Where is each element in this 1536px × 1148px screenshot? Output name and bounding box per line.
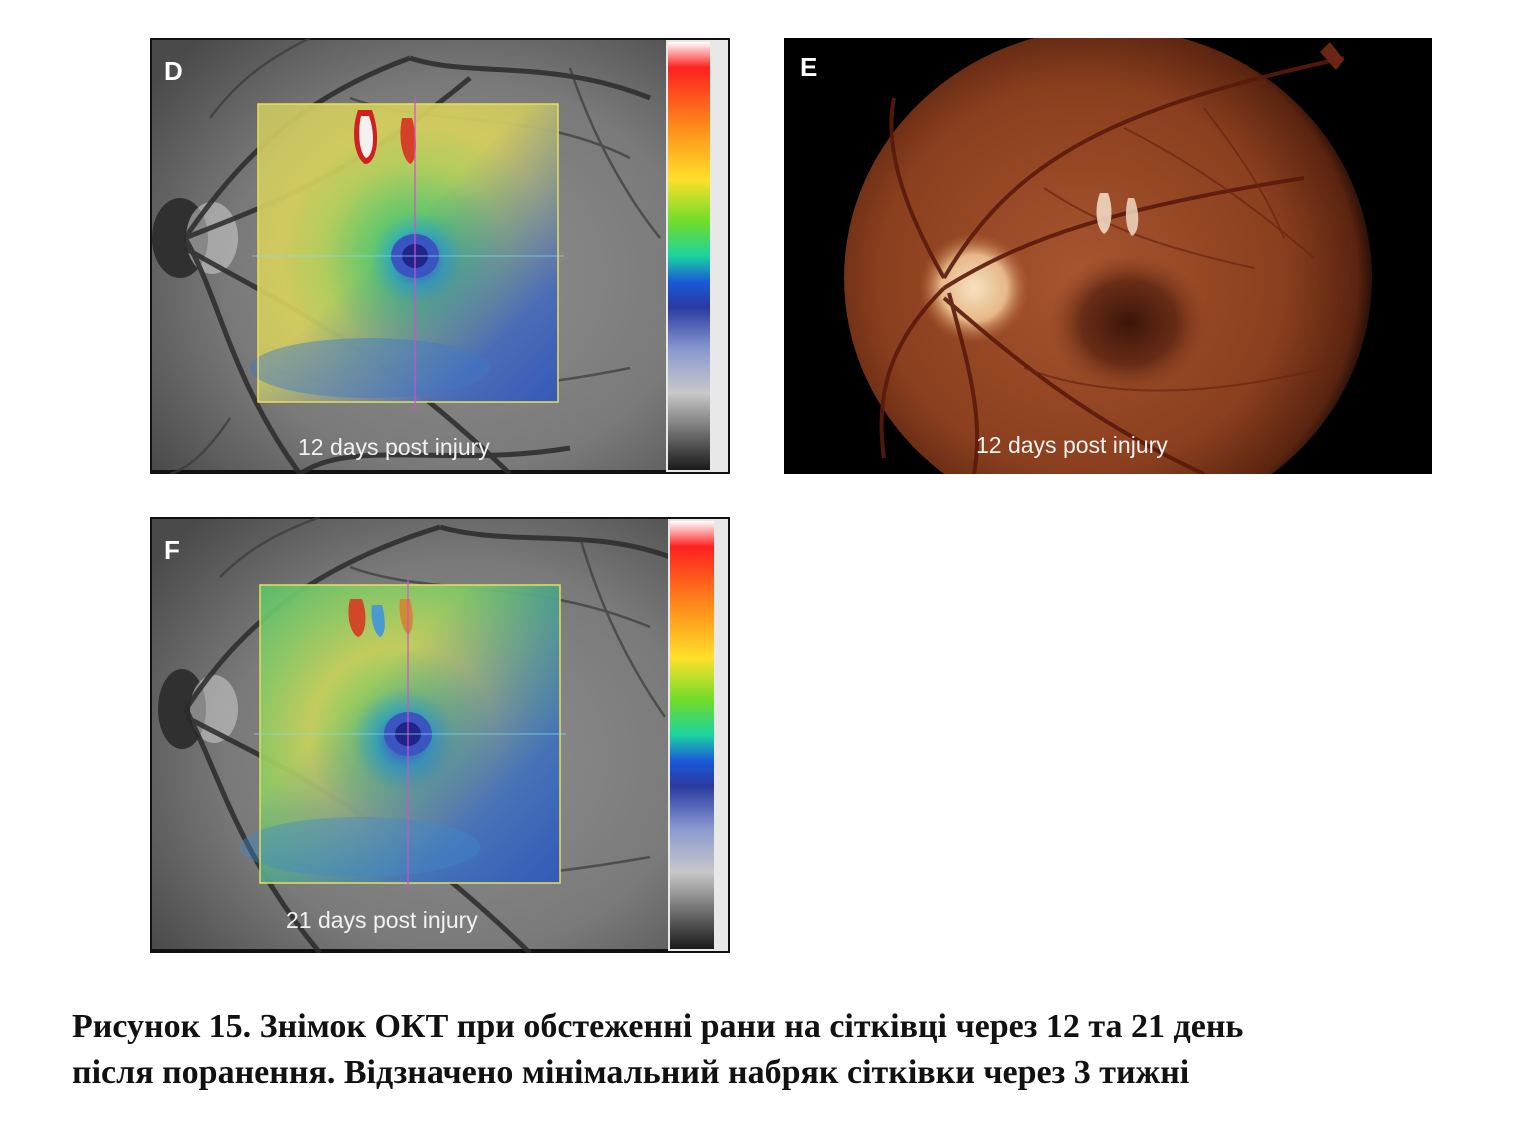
panel-letter-e: E — [800, 52, 818, 82]
fundus-panel-e: E 12 days post injury — [784, 38, 1432, 474]
panel-caption-f: 21 days post injury — [286, 907, 478, 933]
oct-image-f — [150, 517, 730, 953]
figure-caption: Рисунок 15. Знімок ОКТ при обстеженні ра… — [72, 1004, 1512, 1096]
oct-image-d — [150, 38, 730, 474]
oct-panel-f: F 21 days post injury — [150, 517, 730, 953]
panel-letter-d: D — [164, 56, 183, 86]
fundus-image-e — [784, 38, 1432, 474]
oct-panel-d: D 12 days post injury — [150, 38, 730, 474]
figure-caption-line-2: після поранення. Відзначено мінімальний … — [72, 1054, 1190, 1091]
panel-caption-e: 12 days post injury — [976, 432, 1168, 458]
panel-letter-f: F — [164, 535, 180, 565]
figure-caption-line-1: Рисунок 15. Знімок ОКТ при обстеженні ра… — [72, 1008, 1244, 1045]
panel-caption-d: 12 days post injury — [298, 434, 490, 460]
